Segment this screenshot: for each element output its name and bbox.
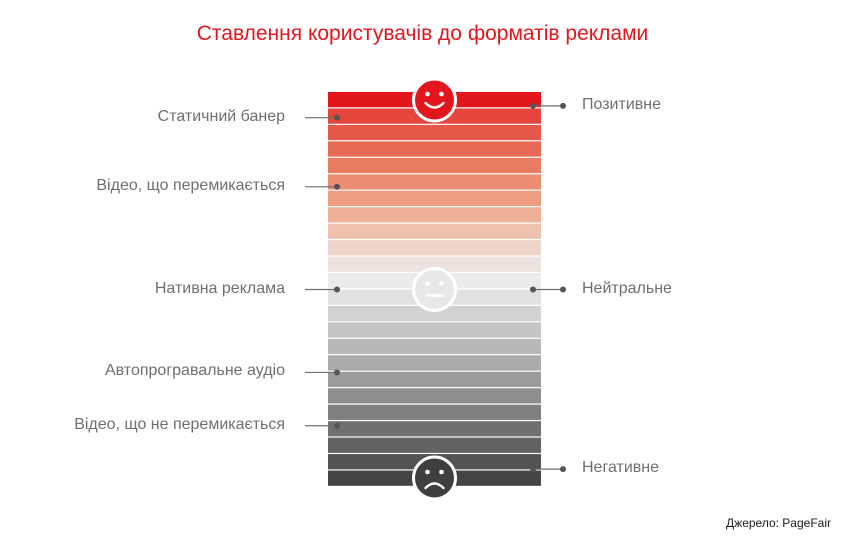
connector-dot: [334, 114, 340, 121]
scale-band: [328, 141, 541, 157]
connector-dot: [560, 102, 566, 109]
scale-band: [328, 404, 541, 420]
scale-band: [328, 174, 541, 190]
connector-dot: [560, 286, 566, 293]
format-label: Автопрогравальне аудіо: [104, 362, 285, 380]
chart-title: Ставлення користувачів до форматів рекла…: [196, 22, 649, 45]
scale-band: [328, 256, 541, 272]
attitude-label: Негативне: [582, 459, 659, 477]
scale-band: [328, 322, 541, 338]
attitude-label: Позитивне: [582, 95, 661, 113]
connector-dot: [334, 422, 340, 429]
sad-face-icon: [412, 455, 457, 501]
scale-band: [328, 355, 541, 371]
neutral-face-icon: [412, 267, 457, 312]
scale-band: [328, 305, 541, 322]
connector-dot: [334, 369, 340, 376]
connector-dot: [560, 466, 566, 473]
format-label: Нативна реклама: [154, 279, 285, 297]
connector-dot: [530, 102, 536, 109]
scale-band: [328, 338, 541, 355]
scale-band: [328, 421, 541, 437]
scale-band: [328, 190, 541, 207]
connector-dot: [334, 183, 340, 190]
format-label: Статичний банер: [157, 107, 285, 125]
scale-band: [328, 240, 541, 256]
source-note: Джерело: PageFair: [726, 516, 831, 530]
connector-dot: [334, 286, 340, 293]
connector-dot: [530, 286, 536, 293]
scale-band: [328, 124, 541, 141]
happy-face-icon: [412, 77, 457, 123]
scale-band: [328, 388, 541, 404]
attitude-label: Нейтральне: [582, 279, 672, 297]
format-label: Відео, що перемикається: [96, 176, 285, 194]
format-label: Відео, що не перемикається: [74, 415, 285, 433]
scale-band: [328, 371, 541, 388]
scale-band: [328, 437, 541, 453]
scale-band: [328, 223, 541, 239]
scale-band: [328, 157, 541, 174]
scale-band: [328, 207, 541, 223]
connector-dot: [530, 466, 536, 473]
